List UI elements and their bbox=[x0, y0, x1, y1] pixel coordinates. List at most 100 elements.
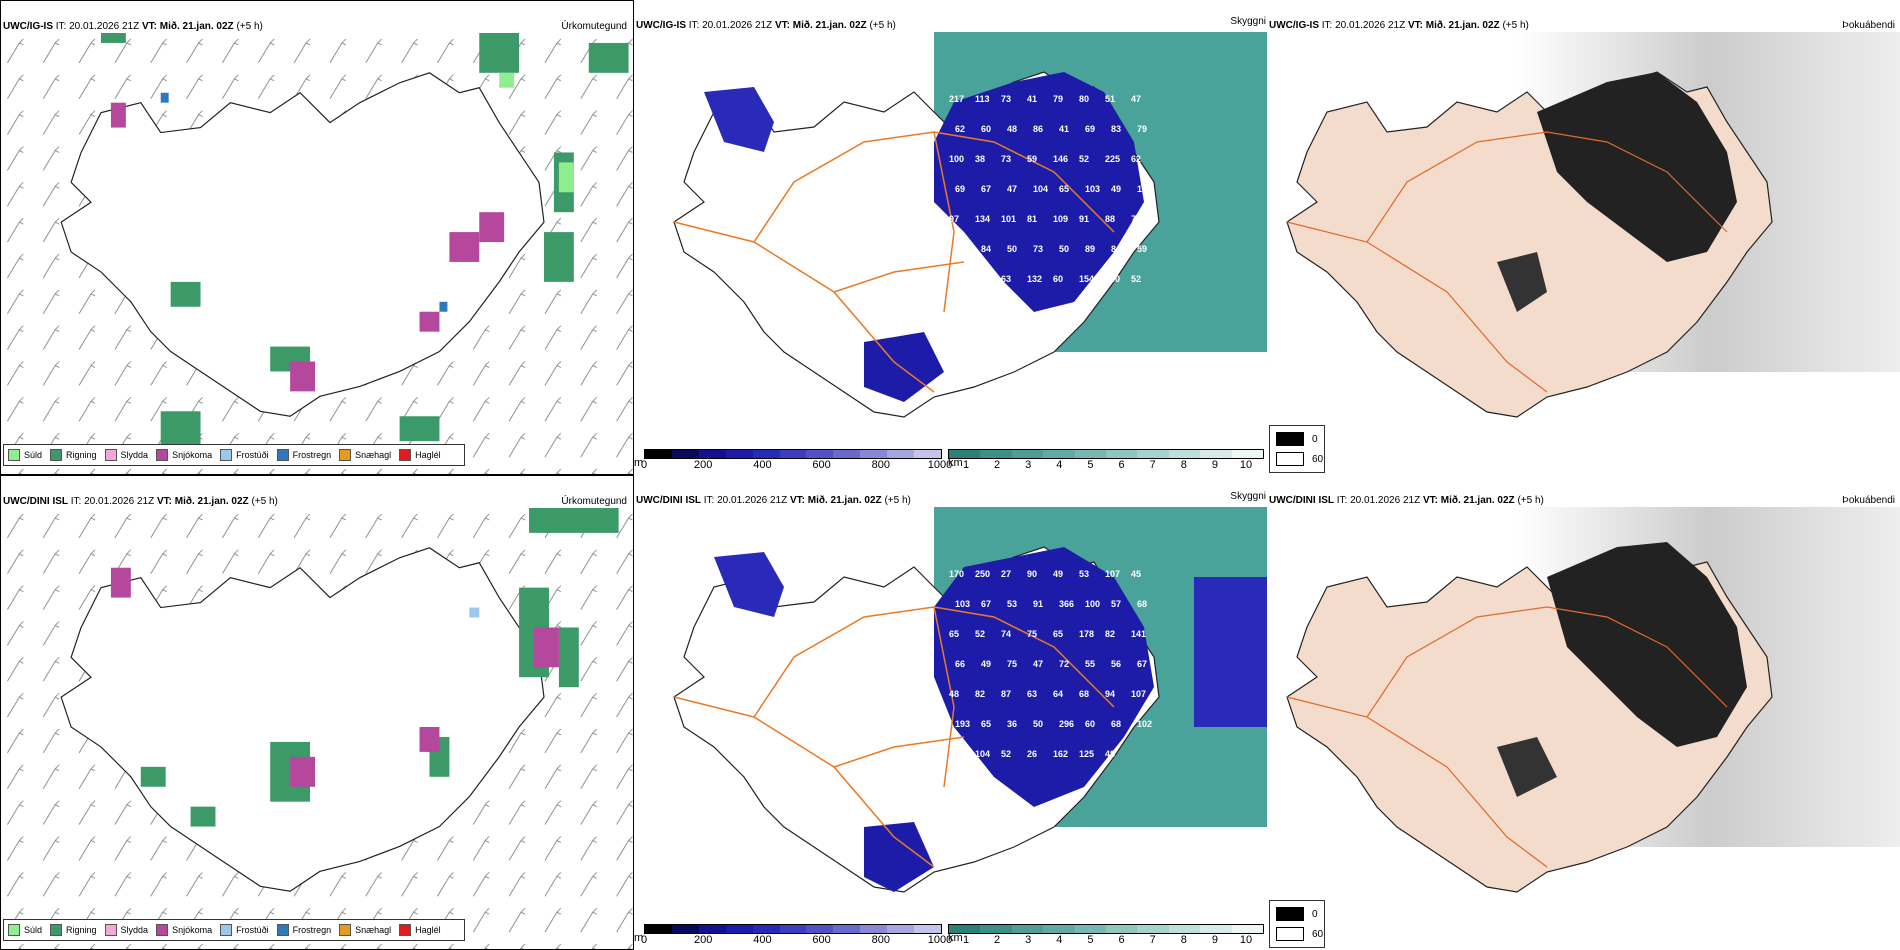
visibility-value-label: 69 bbox=[955, 184, 965, 194]
colorbar-swatch bbox=[1231, 925, 1263, 933]
legend-item: Frostregn bbox=[276, 924, 331, 936]
road-network bbox=[673, 131, 1115, 393]
visibility-value-label: 65 bbox=[949, 629, 959, 639]
visibility-value-label: 49 bbox=[1111, 184, 1121, 194]
legend-swatch bbox=[399, 924, 412, 936]
colorbar-tick: 400 bbox=[753, 459, 772, 471]
precip-type-panel-dini: UWC/DINI ISL IT: 20.01.2026 21Z VT: Mið.… bbox=[0, 475, 634, 950]
fog-legend-swatch bbox=[1276, 452, 1304, 466]
colorbar-tick: 1000 bbox=[927, 459, 953, 471]
visibility-value-label: 125 bbox=[1079, 749, 1094, 759]
valid-time: Mið. 21.jan. 02Z bbox=[1425, 20, 1500, 31]
colorbar-tick: 10 bbox=[1239, 459, 1253, 471]
visibility-km-colorbar: km 1 2 3 4 5 6 7 8 9 10 bbox=[948, 449, 1264, 473]
visibility-value-label: 65 bbox=[1053, 629, 1063, 639]
visibility-value-label: 62 bbox=[1131, 154, 1141, 164]
legend-item: Slydda bbox=[104, 449, 148, 461]
valid-time-label: VT: bbox=[156, 496, 172, 507]
legend-swatch bbox=[104, 924, 117, 936]
legend-label: Súld bbox=[24, 925, 43, 935]
model-name: UWC/DINI ISL bbox=[1269, 495, 1334, 506]
model-name: UWC/IG-IS bbox=[1269, 20, 1319, 31]
colorbar-swatch bbox=[698, 925, 726, 933]
visibility-panel-dini: UWC/DINI ISL IT: 20.01.2026 21Z VT: Mið.… bbox=[634, 475, 1268, 950]
colorbar-swatch bbox=[1011, 925, 1044, 933]
visibility-value-label: 49 bbox=[981, 659, 991, 669]
valid-time: Mið. 21.jan. 02Z bbox=[174, 496, 249, 507]
visibility-value-label: 26 bbox=[1027, 749, 1037, 759]
visibility-value-label: 250 bbox=[975, 569, 990, 579]
colorbar-tick: 5 bbox=[1087, 459, 1094, 471]
fog-legend-row: 60 bbox=[1276, 927, 1323, 941]
visibility-value-label: 162 bbox=[1053, 749, 1068, 759]
visibility-value-label: 73 bbox=[1001, 154, 1011, 164]
visibility-km-colorbar: km 1 2 3 4 5 6 7 8 9 10 bbox=[948, 924, 1264, 948]
visibility-value-label: 109 bbox=[1053, 214, 1068, 224]
colorbar-unit: km bbox=[948, 457, 963, 469]
legend-item: Rigning bbox=[50, 924, 97, 936]
valid-time-label: VT: bbox=[789, 495, 805, 506]
colorbar-swatch bbox=[980, 450, 1012, 458]
visibility-value-label: 83 bbox=[1111, 124, 1121, 134]
legend-swatch bbox=[276, 449, 289, 461]
low-visibility-area bbox=[934, 72, 1144, 312]
visibility-value-label: 67 bbox=[981, 184, 991, 194]
fog-legend-row: 60 bbox=[1276, 452, 1323, 466]
visibility-value-label: 59 bbox=[1027, 154, 1037, 164]
legend-swatch bbox=[399, 449, 412, 461]
issue-time: 20.01.2026 21Z bbox=[69, 21, 140, 32]
lead-time: (+5 h) bbox=[251, 496, 278, 507]
colorbar-swatch bbox=[725, 450, 753, 458]
visibility-value-label: 41 bbox=[1059, 124, 1069, 134]
colorbar-swatch bbox=[1200, 925, 1232, 933]
visibility-value-label: 90 bbox=[1027, 569, 1037, 579]
colorbar-tick: 6 bbox=[1118, 459, 1125, 471]
fog-legend-swatch bbox=[1276, 927, 1304, 941]
visibility-value-label: 134 bbox=[975, 214, 990, 224]
colorbar-tick: 7 bbox=[1149, 934, 1156, 946]
legend-swatch bbox=[50, 449, 63, 461]
visibility-value-label: 132 bbox=[1027, 274, 1042, 284]
visibility-map-svg: 170 250 27 90 49 53 107 45 103 67 53 91 366 100 57 68 65… bbox=[673, 507, 1268, 893]
visibility-value-label: 48 bbox=[1105, 749, 1115, 759]
lead-time: (+5 h) bbox=[1502, 20, 1529, 31]
road-network bbox=[673, 606, 1115, 868]
visibility-value-label: 36 bbox=[1007, 719, 1017, 729]
visibility-value-label: 47 bbox=[1033, 659, 1043, 669]
colorbar-tick: 0 bbox=[640, 934, 648, 946]
colorbar-swatch bbox=[1043, 450, 1075, 458]
legend-swatch bbox=[8, 924, 20, 936]
visibility-value-label: 60 bbox=[981, 124, 991, 134]
visibility-value-label: 225 bbox=[1105, 154, 1120, 164]
fog-legend-value: 60 bbox=[1312, 928, 1324, 940]
colorbar-swatch bbox=[833, 450, 861, 458]
colorbar-swatch bbox=[833, 925, 861, 933]
legend-swatch bbox=[339, 449, 352, 461]
legend-swatch bbox=[220, 924, 233, 936]
valid-time: Mið. 21.jan. 02Z bbox=[807, 495, 882, 506]
visibility-value-label: 59 bbox=[1137, 244, 1147, 254]
visibility-value-label: 72 bbox=[1059, 659, 1069, 669]
colorbar-tick: 200 bbox=[694, 934, 713, 946]
visibility-value-label: 75 bbox=[1027, 629, 1037, 639]
road-network bbox=[1286, 606, 1728, 868]
colorbar-tick: 4 bbox=[1056, 459, 1063, 471]
visibility-value-label: 103 bbox=[1137, 184, 1152, 194]
issue-time: 20.01.2026 21Z bbox=[717, 495, 788, 506]
visibility-value-label: 66 bbox=[955, 659, 965, 669]
precip-area-rain bbox=[100, 33, 629, 447]
visibility-value-label: 94 bbox=[1105, 689, 1115, 699]
visibility-value-label: 91 bbox=[1033, 599, 1043, 609]
colorbar-swatch bbox=[1105, 925, 1138, 933]
colorbar-swatch bbox=[980, 925, 1012, 933]
colorbar-swatch bbox=[671, 450, 699, 458]
visibility-value-label: 51 bbox=[1105, 94, 1115, 104]
fog-legend-value: 0 bbox=[1312, 433, 1318, 445]
visibility-panel-ig: UWC/IG-IS IT: 20.01.2026 21Z VT: Mið. 21… bbox=[634, 0, 1268, 475]
colorbar-swatch bbox=[1168, 450, 1201, 458]
lead-time: (+5 h) bbox=[236, 21, 263, 32]
legend-label: Frostúði bbox=[236, 450, 269, 460]
fog-legend: 0 60 bbox=[1269, 900, 1325, 948]
colorbar-swatch bbox=[1137, 925, 1169, 933]
precip-type-panel-ig: UWC/IG-IS IT: 20.01.2026 21Z VT: Mið. 21… bbox=[0, 0, 634, 475]
